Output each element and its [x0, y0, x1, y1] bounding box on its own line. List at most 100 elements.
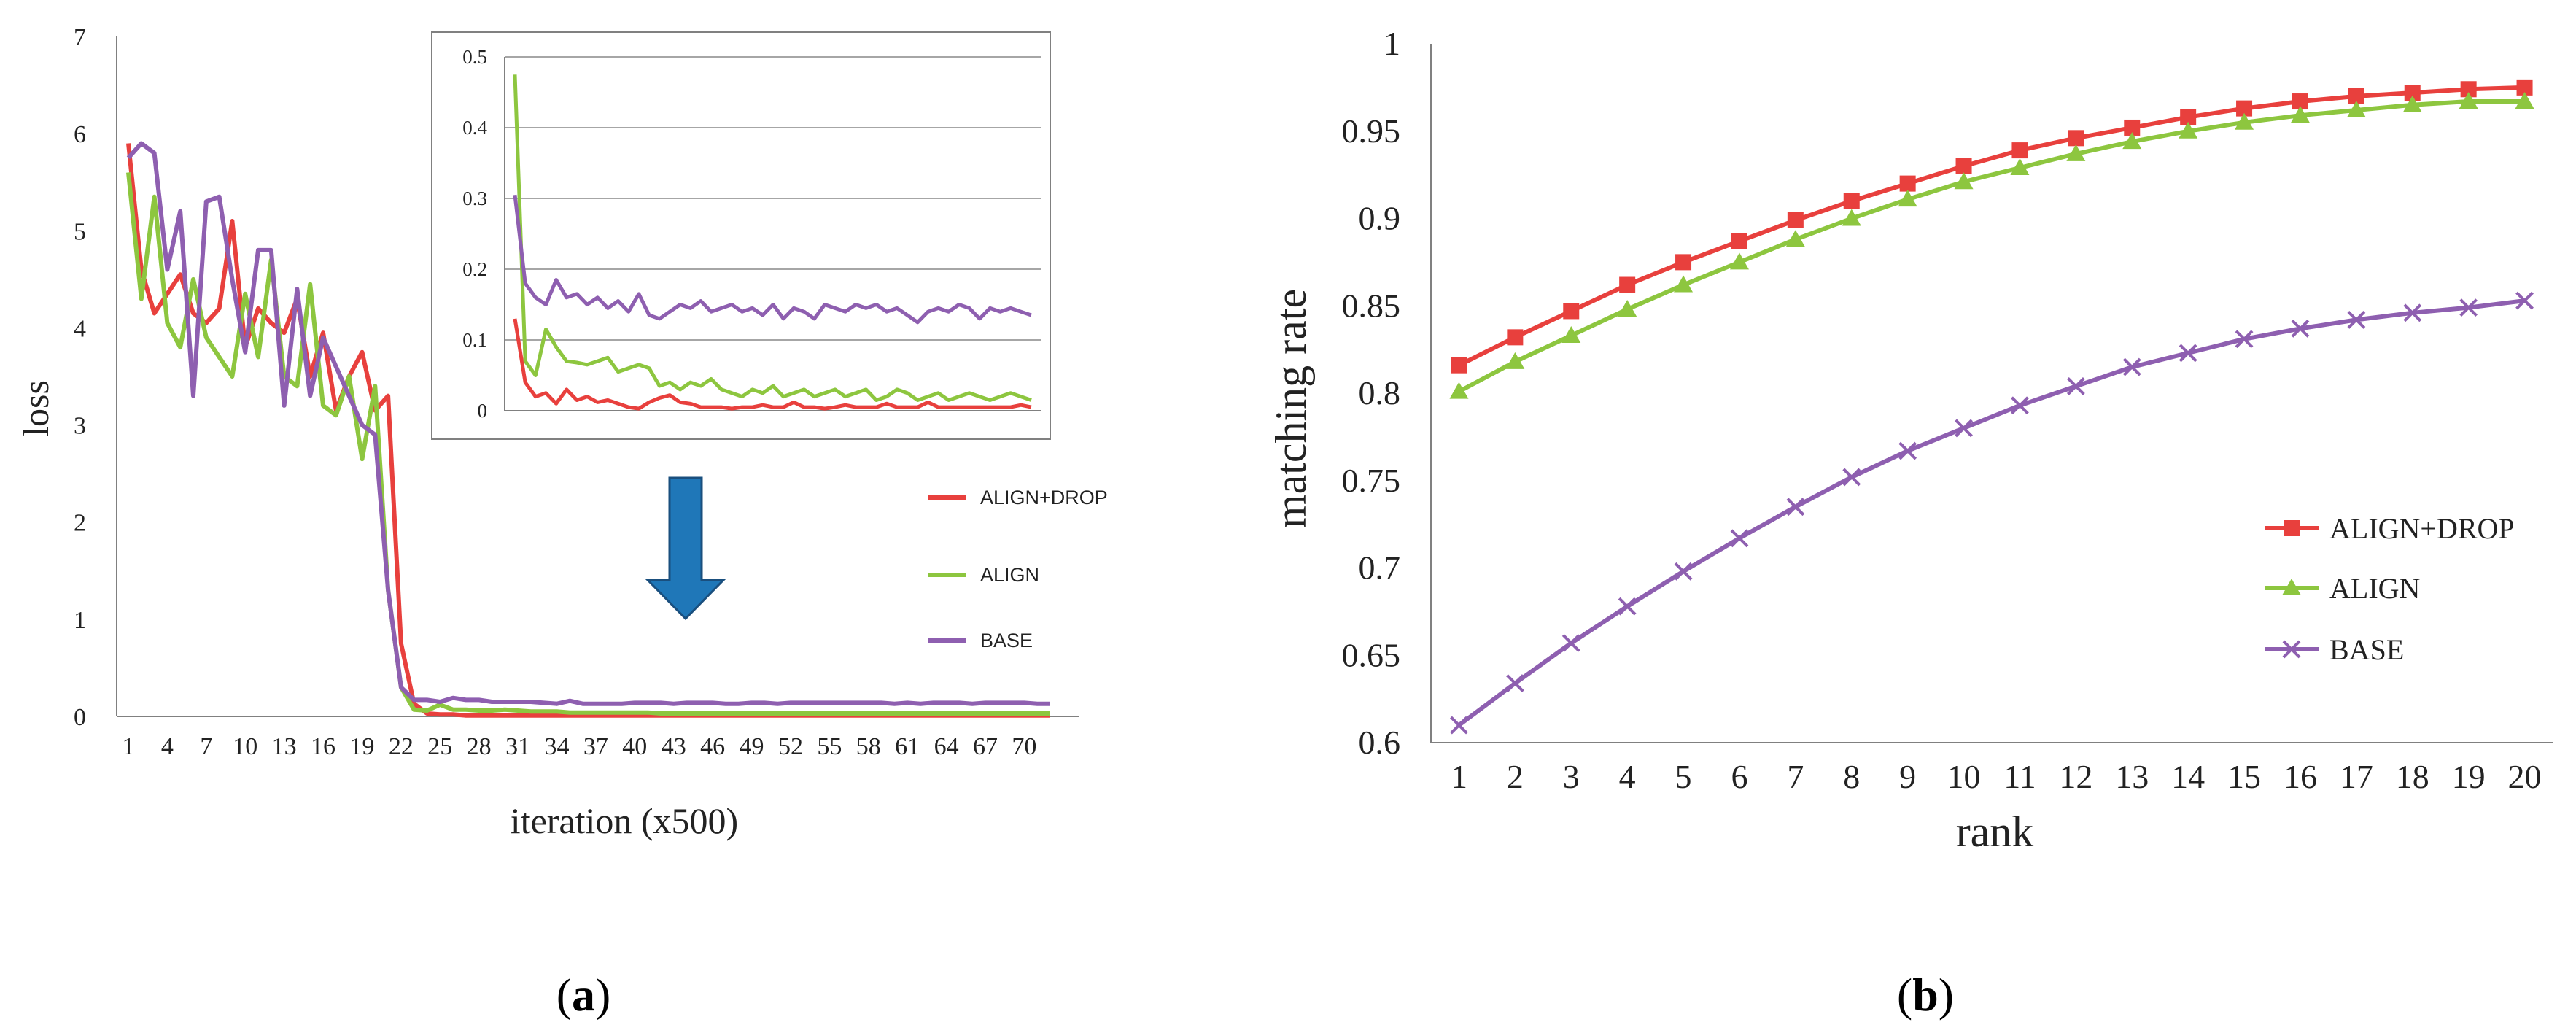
b-point-align-drop	[1955, 158, 1972, 174]
b-ytick-label: 0.85	[1342, 287, 1401, 324]
b-xtick-label: 20	[2508, 758, 2542, 795]
b-xtick-label: 18	[2396, 758, 2429, 795]
b-point-align-drop	[2011, 142, 2028, 159]
legend-a-label: ALIGN+DROP	[980, 487, 1108, 508]
a-series-line-base	[126, 141, 1050, 706]
b-xtick-label: 15	[2227, 758, 2261, 795]
b-point-align-drop	[2460, 81, 2477, 98]
a-xtick-label: 49	[740, 733, 764, 760]
a-xtick-label: 40	[622, 733, 647, 760]
legend-b-label: BASE	[2329, 633, 2404, 666]
b-point-align	[1449, 382, 1469, 399]
a-xtick-label: 52	[778, 733, 803, 760]
b-point-align-drop	[1451, 357, 1467, 374]
b-ytick-label: 0.65	[1342, 636, 1401, 673]
b-point-align	[2402, 95, 2422, 112]
b-point-align-drop	[2292, 93, 2308, 110]
b-point-align-drop	[2404, 85, 2421, 101]
a-ytick-label: 4	[74, 315, 86, 342]
b-xtick-label: 4	[1619, 758, 1636, 795]
b-point-align	[2346, 101, 2366, 118]
a-xtick-label: 61	[895, 733, 920, 760]
b-xtick-label: 11	[2003, 758, 2036, 795]
a-xlabel: iteration (x500)	[511, 800, 738, 841]
a-xtick-label: 7	[200, 733, 212, 760]
a-xtick-label: 25	[427, 733, 452, 760]
b-point-base	[1505, 674, 1524, 692]
legend-b-label: ALIGN	[2329, 572, 2420, 605]
legend-a-label: BASE	[980, 630, 1033, 651]
legend-a-label: ALIGN	[980, 564, 1039, 586]
b-point-align	[1785, 230, 1805, 247]
b-point-base	[2066, 377, 2085, 395]
b-point-align-drop	[1675, 254, 1692, 271]
a-xtick-label: 43	[662, 733, 686, 760]
inset-chart: 0 0.1 0.2 0.3 0.4 0.5	[431, 31, 1051, 440]
b-ytick-label: 0.95	[1342, 112, 1401, 150]
b-point-align	[1505, 352, 1525, 369]
b-point-align	[1618, 300, 1637, 317]
b-point-align-drop	[2348, 88, 2364, 104]
b-xtick-label: 6	[1731, 758, 1747, 795]
a-xtick-label: 19	[349, 733, 374, 760]
b-point-base	[2122, 357, 2141, 376]
a-ytick-label: 7	[74, 24, 86, 51]
b-point-align	[1954, 172, 1974, 190]
a-xtick-label: 58	[856, 733, 881, 760]
b-point-base	[2011, 396, 2029, 415]
a-xtick-label: 37	[583, 733, 608, 760]
legend-b-marker	[2282, 579, 2301, 595]
inset-ytick-label: 0.5	[462, 46, 487, 68]
b-point-base	[2403, 303, 2422, 322]
b-point-align-drop	[1731, 233, 1747, 249]
b-point-base	[1730, 529, 1749, 548]
a-ytick-label: 1	[74, 607, 86, 634]
inset-ytick-label: 0.3	[462, 187, 487, 209]
b-point-align-drop	[1619, 276, 1636, 293]
b-xtick-label: 5	[1675, 758, 1692, 795]
legend-a: ALIGN+DROP ALIGN BASE	[928, 487, 1108, 651]
b-point-align	[1729, 252, 1749, 270]
b-point-align	[2235, 112, 2254, 130]
b-ytick-label: 1	[1384, 25, 1400, 62]
b-xtick-label: 7	[1787, 758, 1804, 795]
b-point-base	[1618, 597, 1637, 616]
b-series-line-base	[1457, 298, 2525, 727]
panel-label-b: (b)	[1897, 969, 1954, 1021]
a-xtick-label: 16	[311, 733, 335, 760]
b-ytick-label: 0.75	[1342, 462, 1401, 499]
b-point-align-drop	[1843, 193, 1860, 209]
b-point-align	[1674, 275, 1694, 293]
inset-ytick-label: 0	[478, 400, 488, 422]
a-xtick-label: 10	[233, 733, 257, 760]
a-xtick-label: 22	[389, 733, 414, 760]
a-xtick-label: 4	[161, 733, 174, 760]
b-ytick-label: 0.9	[1359, 200, 1401, 237]
b-point-align-drop	[1787, 212, 1804, 228]
b-point-base	[1450, 716, 1468, 735]
b-point-base	[1955, 419, 1973, 438]
b-xtick-label: 2	[1507, 758, 1524, 795]
legend-b: ALIGN+DROP ALIGN BASE	[2265, 512, 2515, 666]
b-point-align	[1898, 190, 1917, 207]
b-point-base	[1561, 634, 1580, 652]
a-xtick-label: 67	[973, 733, 998, 760]
b-xtick-label: 19	[2452, 758, 2486, 795]
b-point-align	[2122, 132, 2142, 150]
b-point-align-drop	[2516, 79, 2533, 96]
inset-series-line-base	[513, 194, 1032, 325]
panel-label-a: (a)	[556, 969, 611, 1021]
legend-b-marker	[2284, 520, 2300, 536]
b-point-base	[1786, 498, 1805, 516]
b-ytick-label: 0.8	[1359, 374, 1401, 411]
b-point-align	[2179, 121, 2198, 139]
b-xtick-label: 12	[2059, 758, 2092, 795]
b-xtick-label: 13	[2115, 758, 2149, 795]
a-ytick-label: 3	[74, 413, 86, 440]
b-ylabel: matching rate	[1267, 289, 1315, 528]
b-point-align-drop	[2236, 100, 2253, 117]
inset-series-line-align-drop	[513, 318, 1032, 411]
a-xtick-label: 13	[272, 733, 297, 760]
